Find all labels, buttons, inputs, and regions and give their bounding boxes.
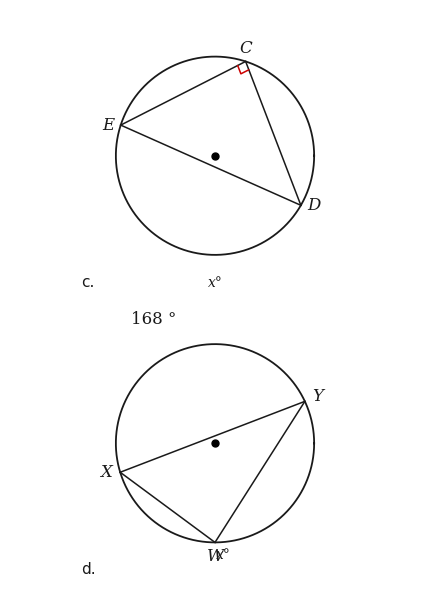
Text: C: C [239, 40, 252, 57]
Text: 168 °: 168 ° [131, 311, 176, 328]
Text: x°: x° [215, 548, 230, 562]
Text: X: X [100, 464, 112, 481]
Text: c.: c. [81, 274, 95, 289]
Text: D: D [307, 197, 320, 214]
Text: Y: Y [312, 388, 323, 405]
Text: d.: d. [81, 562, 96, 577]
Text: W: W [206, 547, 224, 565]
Text: x°: x° [208, 276, 222, 290]
Text: E: E [102, 117, 114, 134]
